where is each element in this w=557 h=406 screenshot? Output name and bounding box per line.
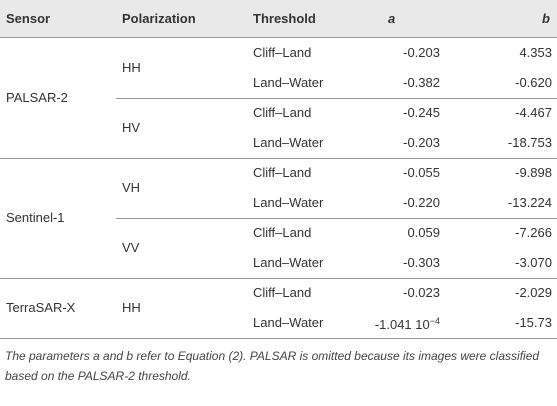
header-row xyxy=(0,0,557,38)
rule xyxy=(0,37,557,38)
polarization-cell: VH xyxy=(122,180,141,195)
rule xyxy=(0,338,557,339)
b-cell: -4.467 xyxy=(515,105,552,120)
polarization-cell: HV xyxy=(122,120,141,135)
b-cell: -3.070 xyxy=(515,255,552,270)
polarization-cell: VV xyxy=(122,240,140,255)
threshold-cell: Land–Water xyxy=(253,255,324,270)
header-cell: Threshold xyxy=(253,11,316,26)
a-cell: 0.059 xyxy=(407,225,440,240)
b-cell: -7.266 xyxy=(515,225,552,240)
header-cell: Sensor xyxy=(6,11,51,26)
a-cell: -0.382 xyxy=(403,75,440,90)
b-cell: -0.620 xyxy=(515,75,552,90)
rule xyxy=(116,98,557,99)
threshold-cell: Land–Water xyxy=(253,135,324,150)
a-cell: -0.023 xyxy=(403,285,440,300)
b-cell: -18.753 xyxy=(507,135,552,150)
header-cell: a xyxy=(388,11,396,26)
b-cell: 4.353 xyxy=(519,45,552,60)
a-cell: -0.203 xyxy=(403,135,440,150)
threshold-cell: Cliff–Land xyxy=(253,285,312,300)
threshold-cell: Cliff–Land xyxy=(253,105,312,120)
a-cell: -0.303 xyxy=(403,255,440,270)
threshold-cell: Cliff–Land xyxy=(253,45,312,60)
rule xyxy=(116,218,557,219)
threshold-cell: Cliff–Land xyxy=(253,165,312,180)
threshold-cell: Land–Water xyxy=(253,195,324,210)
b-cell: -9.898 xyxy=(515,165,552,180)
header-cell: Polarization xyxy=(122,11,196,26)
cell-text: -1.041 10 xyxy=(374,317,430,333)
a-cell: -0.203 xyxy=(403,45,440,60)
sensor-cell: Sentinel-1 xyxy=(6,210,65,225)
rule xyxy=(0,278,557,279)
header-cell: b xyxy=(542,11,550,26)
a-cell: -0.245 xyxy=(403,105,440,120)
threshold-cell: Land–Water xyxy=(253,315,324,330)
cell-exponent: −4 xyxy=(429,315,440,326)
sensor-cell: TerraSAR-X xyxy=(6,300,76,315)
threshold-cell: Cliff–Land xyxy=(253,225,312,240)
footnote: The parameters a and b refer to Equation… xyxy=(5,349,540,383)
b-cell: -2.029 xyxy=(515,285,552,300)
threshold-cell: Land–Water xyxy=(253,75,324,90)
rule xyxy=(0,158,557,159)
polarization-cell: HH xyxy=(122,60,141,75)
b-cell: -15.73 xyxy=(515,315,552,330)
a-cell: -1.041 10−4 xyxy=(375,313,440,333)
sensor-cell: PALSAR-2 xyxy=(6,90,68,105)
a-cell: -0.220 xyxy=(403,195,440,210)
a-cell: -0.055 xyxy=(403,165,440,180)
b-cell: -13.224 xyxy=(507,195,552,210)
polarization-cell: HH xyxy=(122,300,141,315)
